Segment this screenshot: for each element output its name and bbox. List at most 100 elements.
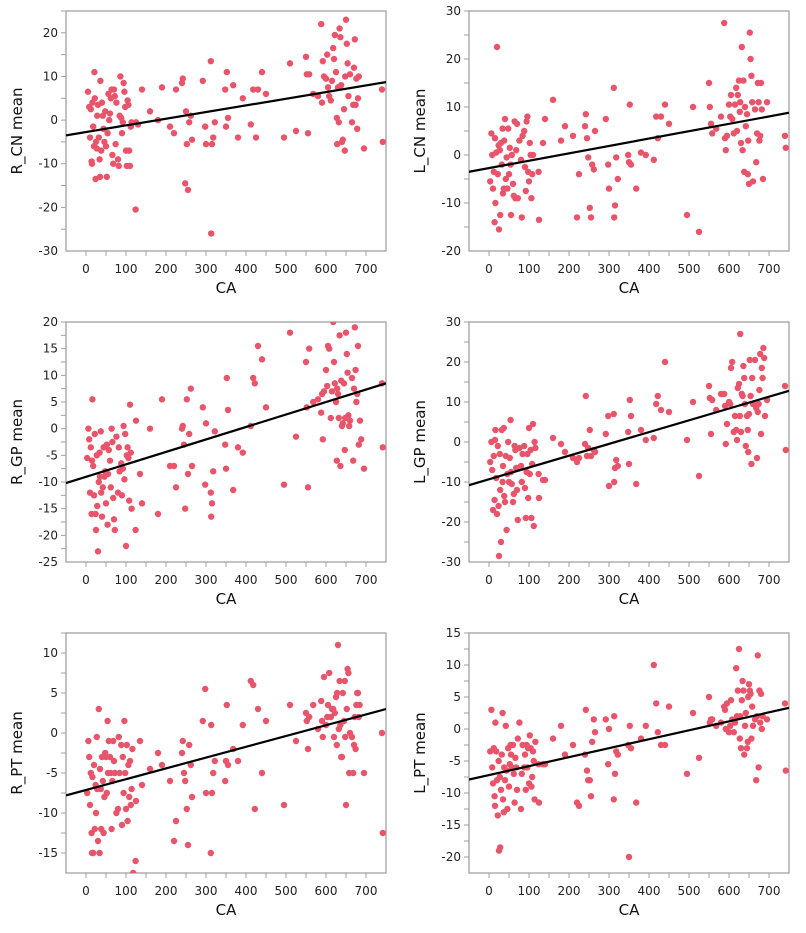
data-point bbox=[224, 761, 232, 769]
data-point bbox=[352, 366, 359, 374]
data-point bbox=[737, 745, 745, 752]
data-point bbox=[262, 90, 270, 98]
data-point bbox=[254, 705, 262, 713]
data-point bbox=[665, 120, 673, 128]
x-axis-title: CA bbox=[619, 590, 640, 608]
data-point bbox=[324, 701, 332, 709]
data-point bbox=[489, 764, 496, 771]
data-point bbox=[292, 737, 300, 745]
x-tick-label: 400 bbox=[638, 573, 661, 587]
data-point bbox=[541, 476, 549, 484]
points-layer bbox=[84, 322, 386, 555]
data-point bbox=[202, 481, 209, 488]
data-point bbox=[502, 722, 509, 729]
data-point bbox=[499, 462, 507, 470]
data-point bbox=[98, 513, 106, 520]
y-tick-label: -15 bbox=[441, 818, 461, 832]
data-point bbox=[754, 408, 761, 416]
y-tick-label: 15 bbox=[43, 342, 58, 356]
data-point bbox=[208, 500, 216, 507]
x-axis-title: CA bbox=[216, 279, 237, 297]
data-point bbox=[128, 785, 135, 793]
y-tick-label: 10 bbox=[43, 646, 58, 660]
x-tick-label: 400 bbox=[235, 884, 258, 898]
data-point bbox=[336, 332, 343, 339]
data-point bbox=[353, 398, 360, 406]
data-point bbox=[657, 406, 665, 414]
data-point bbox=[531, 796, 538, 803]
data-point bbox=[525, 178, 533, 185]
data-point bbox=[239, 95, 246, 102]
y-axis-title: R_PT mean bbox=[8, 711, 27, 794]
data-point bbox=[348, 119, 356, 126]
data-point bbox=[310, 701, 317, 709]
x-tick-label: 0 bbox=[82, 573, 90, 587]
data-point bbox=[348, 374, 356, 382]
data-point bbox=[575, 454, 583, 462]
data-point bbox=[499, 709, 506, 717]
data-point bbox=[491, 219, 498, 226]
data-point bbox=[117, 73, 124, 80]
data-point bbox=[501, 115, 509, 123]
x-tick-label: 700 bbox=[758, 884, 781, 898]
data-point bbox=[158, 396, 166, 403]
x-tick-label: 0 bbox=[485, 884, 493, 898]
data-point bbox=[187, 385, 194, 392]
data-point bbox=[379, 444, 386, 451]
data-point bbox=[487, 458, 494, 466]
x-tick-label: 700 bbox=[758, 573, 781, 587]
data-point bbox=[495, 226, 503, 233]
y-tick-label: 20 bbox=[446, 355, 461, 369]
x-tick-label: 100 bbox=[518, 884, 541, 898]
x-tick-label: 600 bbox=[315, 884, 338, 898]
data-point bbox=[737, 428, 745, 436]
data-point bbox=[379, 829, 386, 837]
data-point bbox=[586, 204, 593, 211]
data-point bbox=[146, 108, 154, 115]
data-point bbox=[727, 91, 735, 99]
data-point bbox=[573, 214, 581, 221]
data-point bbox=[505, 783, 513, 790]
data-point bbox=[351, 324, 358, 331]
data-point bbox=[179, 737, 186, 745]
data-point bbox=[605, 761, 612, 768]
data-point bbox=[497, 844, 504, 851]
data-point bbox=[356, 701, 363, 709]
data-point bbox=[337, 462, 344, 470]
x-tick-label: 0 bbox=[82, 884, 90, 898]
data-point bbox=[654, 729, 661, 736]
y-tick-label: -10 bbox=[441, 196, 461, 210]
data-point bbox=[494, 442, 501, 450]
x-tick-label: 600 bbox=[315, 262, 338, 276]
data-point bbox=[488, 706, 495, 713]
data-point bbox=[202, 140, 210, 148]
data-point bbox=[342, 733, 349, 741]
data-point bbox=[493, 748, 500, 755]
data-point bbox=[591, 729, 599, 736]
fit-line bbox=[469, 389, 789, 487]
data-point bbox=[744, 426, 751, 434]
data-point bbox=[154, 510, 162, 518]
data-point bbox=[535, 168, 542, 175]
data-point bbox=[529, 420, 537, 428]
data-point bbox=[549, 96, 557, 104]
data-point bbox=[496, 147, 503, 154]
data-point bbox=[602, 716, 609, 723]
data-point bbox=[661, 741, 669, 749]
data-point bbox=[184, 186, 192, 194]
data-point bbox=[94, 548, 102, 555]
data-point bbox=[586, 777, 593, 784]
y-tick-label: -20 bbox=[38, 528, 58, 542]
data-point bbox=[345, 669, 352, 677]
data-point bbox=[526, 139, 533, 147]
data-point bbox=[106, 753, 114, 761]
data-point bbox=[183, 140, 190, 148]
data-point bbox=[721, 706, 729, 713]
data-point bbox=[186, 430, 193, 438]
data-point bbox=[119, 119, 127, 126]
fit-line bbox=[66, 707, 386, 797]
data-point bbox=[136, 737, 144, 745]
data-point bbox=[737, 330, 744, 338]
data-point bbox=[346, 417, 354, 424]
